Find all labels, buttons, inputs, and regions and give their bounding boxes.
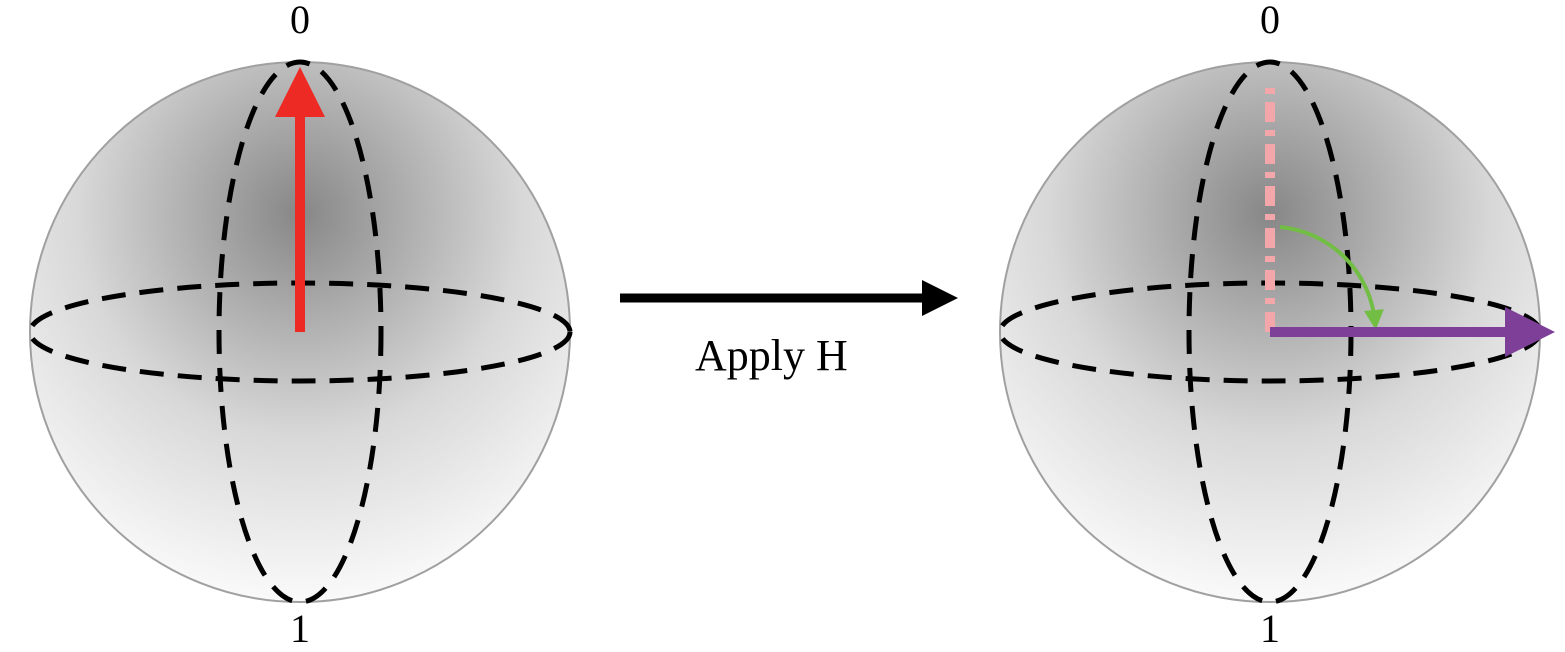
bloch-diagram: 0 1 0 1 Apply H (0, 0, 1565, 650)
transition-arrow (595, 258, 975, 338)
left-bloch-sphere (0, 32, 600, 632)
apply-h-label: Apply H (695, 330, 848, 381)
north-pole-label-left: 0 (290, 0, 310, 43)
right-bloch-sphere (970, 32, 1565, 632)
south-pole-label-right: 1 (1260, 605, 1280, 652)
north-pole-label-right: 0 (1260, 0, 1280, 43)
south-pole-label-left: 1 (290, 605, 310, 652)
